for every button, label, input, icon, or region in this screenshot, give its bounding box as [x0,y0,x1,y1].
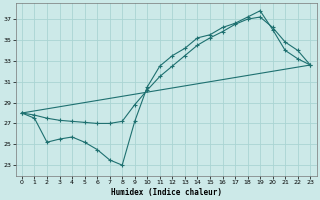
X-axis label: Humidex (Indice chaleur): Humidex (Indice chaleur) [111,188,221,197]
